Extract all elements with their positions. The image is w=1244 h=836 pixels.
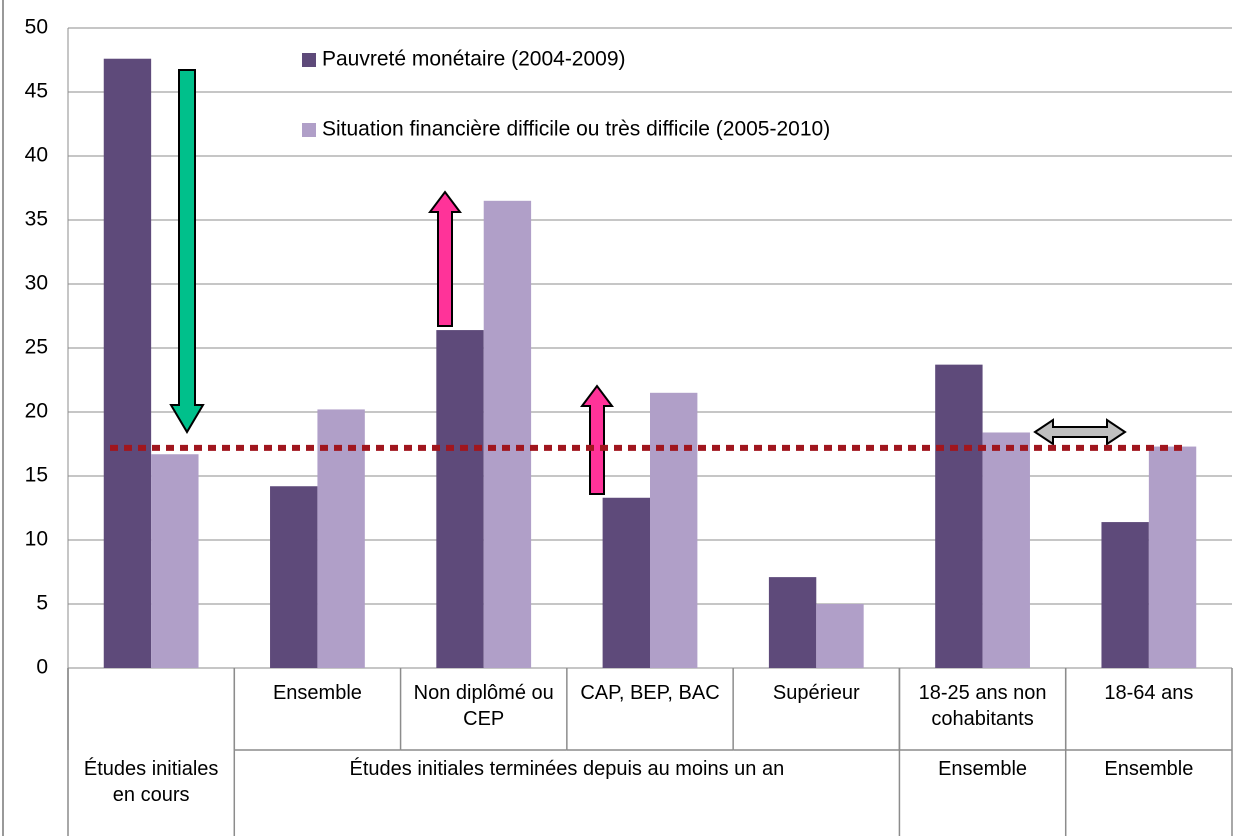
group-label: Études initiales terminées depuis au moi…: [349, 758, 785, 780]
bar: [1101, 522, 1149, 668]
arrow: [1033, 418, 1127, 446]
bar: [602, 497, 650, 668]
legend-label: Situation financière difficile ou très d…: [322, 118, 830, 141]
bar: [270, 486, 318, 668]
x-tick-label: Ensemble: [272, 682, 362, 704]
arrow: [428, 190, 462, 327]
y-tick-label: 20: [25, 400, 48, 423]
bar: [935, 364, 983, 668]
y-tick-label: 10: [25, 528, 48, 551]
bar: [982, 432, 1030, 668]
y-tick-label: 25: [25, 336, 48, 359]
bar: [436, 330, 484, 668]
bar: [483, 200, 532, 669]
x-tick-label: Supérieur: [772, 682, 860, 704]
bar: [151, 454, 199, 668]
y-tick-label: 40: [25, 144, 48, 167]
y-tick-label: 30: [25, 272, 48, 295]
bar: [317, 409, 365, 668]
legend-swatch: [302, 123, 316, 137]
arrow: [169, 69, 205, 434]
y-tick-label: 50: [25, 16, 48, 39]
y-tick-label: 0: [36, 656, 48, 679]
legend-swatch: [302, 53, 316, 67]
x-tick-label: 18-64 ans: [1104, 682, 1194, 704]
bar: [103, 58, 152, 669]
y-tick-label: 35: [25, 208, 48, 231]
x-tick-label: 18-25 ans non cohabitants: [918, 682, 1047, 730]
y-tick-label: 5: [36, 592, 48, 615]
group-label: Ensemble: [938, 758, 1028, 780]
y-tick-label: 15: [25, 464, 48, 487]
bar: [1148, 446, 1197, 668]
arrow: [580, 384, 614, 495]
legend-label: Pauvreté monétaire (2004-2009): [322, 48, 626, 71]
bar: [768, 577, 817, 668]
group-label: Ensemble: [1104, 758, 1194, 780]
bar: [650, 392, 698, 668]
y-tick-label: 45: [25, 80, 48, 103]
x-tick-label: Non diplômé ou CEP: [413, 682, 554, 730]
bar: [816, 604, 864, 668]
x-tick-label: CAP, BEP, BAC: [580, 682, 720, 704]
group-label: Études initiales en cours: [83, 758, 219, 806]
